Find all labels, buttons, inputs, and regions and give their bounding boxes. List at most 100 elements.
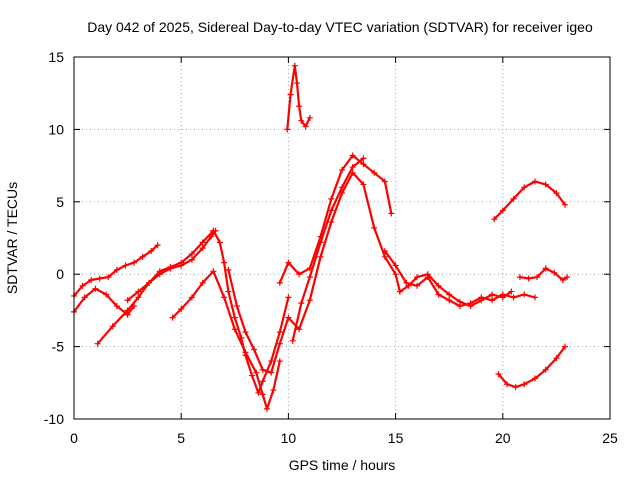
data-point-marker bbox=[521, 291, 528, 298]
data-point-marker bbox=[113, 266, 120, 273]
data-point-marker bbox=[242, 352, 249, 359]
data-point-marker bbox=[392, 262, 399, 269]
data-point-marker bbox=[559, 276, 566, 283]
data-point-marker bbox=[489, 297, 496, 304]
data-point-marker bbox=[270, 387, 277, 394]
data-point-marker bbox=[135, 288, 142, 295]
series-arc-7 bbox=[225, 169, 403, 376]
data-point-marker bbox=[396, 288, 403, 295]
data-point-marker bbox=[210, 268, 217, 275]
data-point-marker bbox=[371, 169, 378, 176]
data-point-marker bbox=[306, 297, 313, 304]
data-point-marker bbox=[349, 152, 356, 159]
data-point-marker bbox=[446, 297, 453, 304]
data-point-marker bbox=[81, 294, 88, 301]
series-arc-10 bbox=[284, 62, 313, 133]
series-line bbox=[286, 64, 311, 131]
data-point-marker bbox=[113, 303, 120, 310]
data-point-marker bbox=[251, 346, 258, 353]
data-point-marker bbox=[276, 340, 283, 347]
x-tick-label: 5 bbox=[177, 430, 185, 446]
series-line bbox=[291, 157, 365, 342]
data-point-marker bbox=[103, 291, 110, 298]
series-arc-13 bbox=[491, 178, 568, 223]
chart-title: Day 042 of 2025, Sidereal Day-to-day VTE… bbox=[87, 19, 593, 35]
data-point-marker bbox=[435, 291, 442, 298]
data-point-marker bbox=[146, 279, 153, 286]
data-point-marker bbox=[233, 303, 240, 310]
data-point-marker bbox=[268, 358, 275, 365]
y-tick-label: 15 bbox=[48, 49, 64, 65]
data-point-marker bbox=[296, 271, 303, 278]
grid-lines bbox=[74, 57, 610, 419]
data-point-marker bbox=[388, 210, 395, 217]
data-point-marker bbox=[414, 274, 421, 281]
data-point-marker bbox=[405, 282, 412, 289]
data-point-marker bbox=[467, 303, 474, 310]
data-point-marker bbox=[276, 329, 283, 336]
data-point-marker bbox=[210, 227, 217, 234]
data-point-marker bbox=[263, 405, 270, 412]
data-point-marker bbox=[259, 378, 266, 385]
data-point-marker bbox=[296, 326, 303, 333]
data-point-marker bbox=[531, 294, 538, 301]
data-point-marker bbox=[446, 291, 453, 298]
x-tick-label: 15 bbox=[388, 430, 404, 446]
data-point-marker bbox=[148, 248, 155, 255]
data-point-marker bbox=[284, 126, 291, 133]
data-point-marker bbox=[287, 91, 294, 98]
data-point-marker bbox=[381, 248, 388, 255]
data-point-marker bbox=[225, 266, 232, 273]
data-point-marker bbox=[531, 178, 538, 185]
data-point-marker bbox=[504, 381, 511, 388]
x-tick-label: 10 bbox=[281, 430, 297, 446]
data-point-marker bbox=[231, 326, 238, 333]
data-point-marker bbox=[293, 80, 300, 87]
data-point-marker bbox=[542, 265, 549, 272]
data-point-marker bbox=[92, 285, 99, 292]
data-point-marker bbox=[154, 242, 161, 249]
data-point-marker bbox=[521, 381, 528, 388]
data-point-marker bbox=[516, 274, 523, 281]
x-tick-label: 0 bbox=[70, 430, 78, 446]
x-tick-label: 25 bbox=[602, 430, 618, 446]
y-axis-label: SDTVAR / TECUs bbox=[4, 182, 20, 294]
data-point-marker bbox=[478, 297, 485, 304]
y-tick-label: 0 bbox=[56, 266, 64, 282]
data-point-marker bbox=[285, 294, 292, 301]
data-point-marker bbox=[360, 161, 367, 168]
data-point-marker bbox=[317, 239, 324, 246]
data-point-marker bbox=[328, 207, 335, 214]
series-arc-15 bbox=[516, 265, 571, 283]
series-arc-1 bbox=[71, 242, 161, 299]
data-point-marker bbox=[135, 294, 142, 301]
data-point-marker bbox=[285, 259, 292, 266]
x-tick-label: 20 bbox=[495, 430, 511, 446]
series-arc-9 bbox=[289, 155, 367, 344]
data-point-marker bbox=[499, 207, 506, 214]
data-point-marker bbox=[542, 366, 549, 373]
series-arc-6 bbox=[210, 227, 292, 396]
data-point-marker bbox=[199, 239, 206, 246]
data-point-marker bbox=[289, 337, 296, 344]
data-point-marker bbox=[291, 62, 298, 69]
data-point-marker bbox=[88, 276, 95, 283]
y-tick-label: 5 bbox=[56, 194, 64, 210]
data-point-marker bbox=[510, 294, 517, 301]
data-point-marker bbox=[199, 245, 206, 252]
data-point-marker bbox=[109, 323, 116, 330]
data-point-marker bbox=[167, 263, 174, 270]
data-point-marker bbox=[178, 305, 185, 312]
data-point-marker bbox=[199, 279, 206, 286]
data-point-marker bbox=[499, 294, 506, 301]
data-point-marker bbox=[495, 371, 502, 378]
data-point-marker bbox=[296, 103, 303, 110]
data-point-marker bbox=[424, 271, 431, 278]
data-point-marker bbox=[360, 181, 367, 188]
y-tick-label: -5 bbox=[52, 339, 65, 355]
data-point-marker bbox=[242, 329, 249, 336]
data-point-marker bbox=[238, 334, 245, 341]
data-point-marker bbox=[276, 358, 283, 365]
data-point-marker bbox=[276, 279, 283, 286]
